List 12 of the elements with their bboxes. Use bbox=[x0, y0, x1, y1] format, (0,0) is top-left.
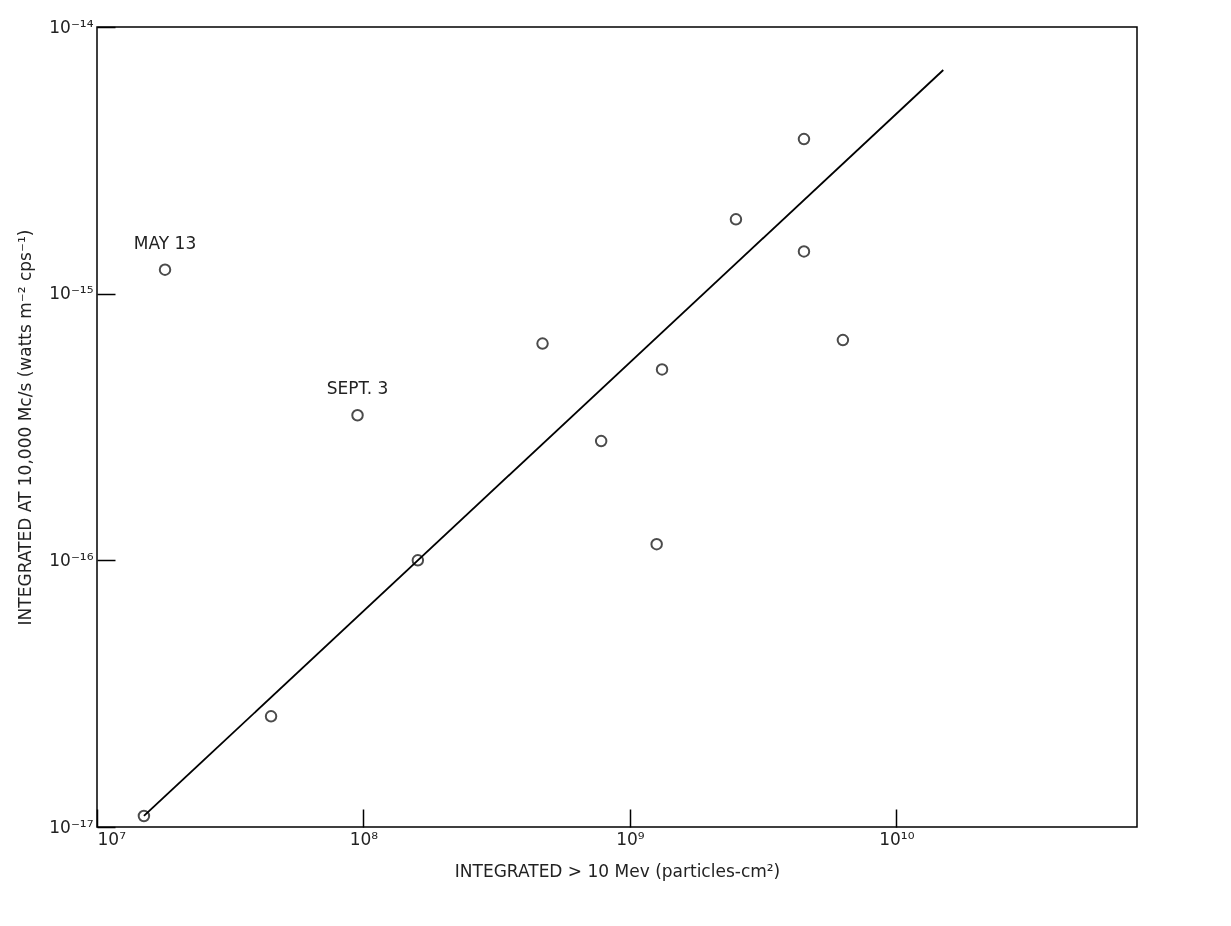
x-tick-label: 10⁸ bbox=[349, 828, 379, 849]
y-tick-label: 10⁻¹⁶ bbox=[49, 549, 94, 570]
x-axis-title: INTEGRATED > 10 Mev (particles-cm²) bbox=[454, 860, 781, 881]
x-tick-label: 10⁹ bbox=[616, 828, 645, 849]
annotation: MAY 13 bbox=[133, 232, 197, 253]
y-tick-label: 10⁻¹⁵ bbox=[49, 283, 94, 304]
y-tick-label: 10⁻¹⁷ bbox=[49, 816, 94, 837]
y-tick-label: 10⁻¹⁴ bbox=[49, 16, 94, 37]
y-axis-title: INTEGRATED AT 10,000 Mc/s (watts m⁻² cps⁻¹) bbox=[15, 229, 36, 626]
annotation: SEPT. 3 bbox=[326, 378, 389, 399]
x-tick-label: 10⁷ bbox=[97, 828, 127, 849]
x-tick-label: 10¹⁰ bbox=[879, 828, 915, 849]
